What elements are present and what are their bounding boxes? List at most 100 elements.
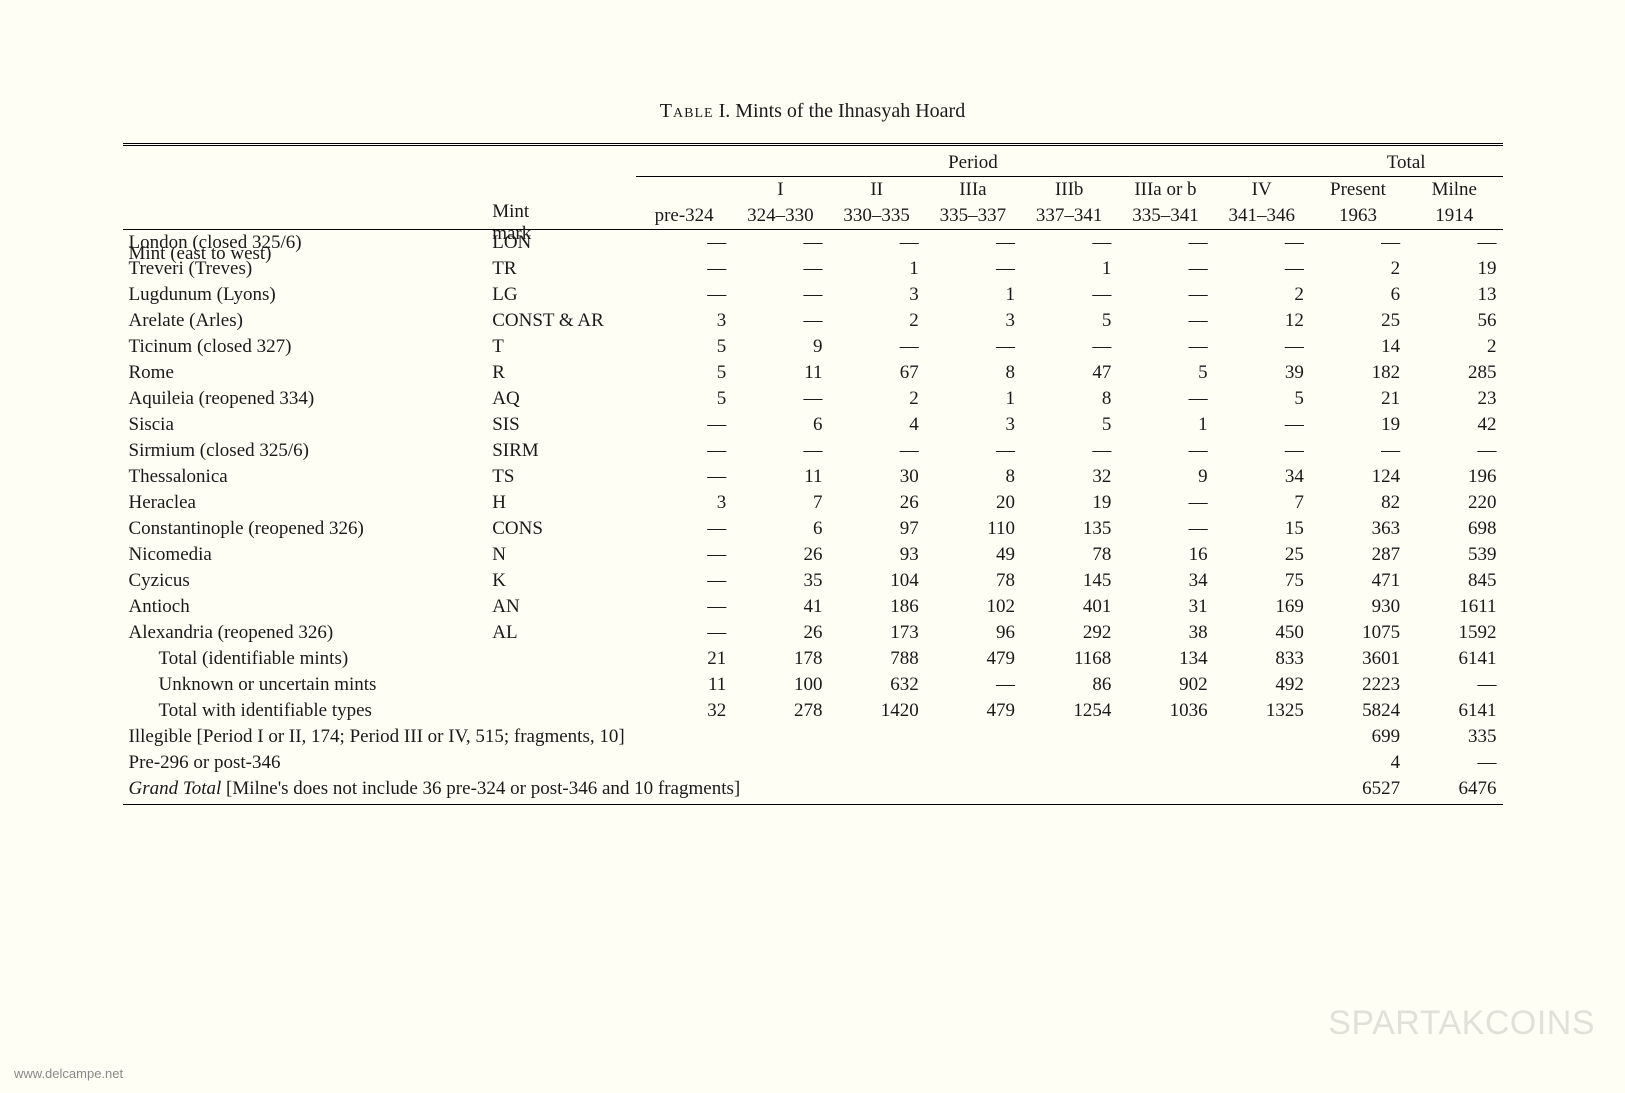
table-cell: — [1214, 230, 1310, 257]
period4-header: IV [1214, 177, 1310, 204]
table-cell: 169 [1214, 594, 1310, 620]
table-cell: 2 [1406, 334, 1502, 360]
present-header: Present [1310, 177, 1406, 204]
table-cell: 56 [1406, 308, 1502, 334]
table-cell: 75 [1214, 568, 1310, 594]
table-cell: 124 [1310, 464, 1406, 490]
table-cell: 135 [1021, 516, 1117, 542]
table-cell: — [1117, 308, 1213, 334]
table-cell: — [636, 230, 732, 257]
table-cell: Siscia [123, 412, 487, 438]
table-cell: 25 [1310, 308, 1406, 334]
table-cell: — [1310, 438, 1406, 464]
table-cell: — [636, 438, 732, 464]
table-cell: 14 [1310, 334, 1406, 360]
table-row: HeracleaH37262019—782220 [123, 490, 1503, 516]
span-row-label: Grand Total [Milne's does not include 36… [123, 776, 1310, 802]
table-cell: 287 [1310, 542, 1406, 568]
table-cell: — [1117, 256, 1213, 282]
table-cell: 31 [1117, 594, 1213, 620]
table-cell: 97 [829, 516, 925, 542]
table-cell: 902 [1117, 672, 1213, 698]
table-row: CyzicusK—35104781453475471845 [123, 568, 1503, 594]
span-row-label: Pre-296 or post-346 [123, 750, 1310, 776]
table-cell: 178 [732, 646, 828, 672]
span-row: Pre-296 or post-3464— [123, 750, 1503, 776]
table-cell: 930 [1310, 594, 1406, 620]
table-cell: 5 [1021, 308, 1117, 334]
table-cell: 104 [829, 568, 925, 594]
table-row: Alexandria (reopened 326)AL—261739629238… [123, 620, 1503, 646]
table-cell: Cyzicus [123, 568, 487, 594]
pre324-header: pre-324 [636, 203, 732, 230]
table-cell: — [1117, 334, 1213, 360]
table-cell: — [636, 464, 732, 490]
table-cell: 335 [1406, 724, 1502, 750]
table-row: ThessalonicaTS—1130832934124196 [123, 464, 1503, 490]
table-cell: 3 [925, 308, 1021, 334]
table-cell: 3 [636, 308, 732, 334]
table-cell: 278 [732, 698, 828, 724]
table-cell: — [1310, 230, 1406, 257]
table-cell: — [636, 594, 732, 620]
table-cell: — [732, 256, 828, 282]
table-cell: 20 [925, 490, 1021, 516]
table-cell: 25 [1214, 542, 1310, 568]
table-row: RomeR51167847539182285 [123, 360, 1503, 386]
table-row: Aquileia (reopened 334)AQ5—218—52123 [123, 386, 1503, 412]
table-cell: R [486, 360, 636, 386]
table-cell: 3 [829, 282, 925, 308]
table-cell: 41 [732, 594, 828, 620]
table-cell: TS [486, 464, 636, 490]
table-cell: — [1021, 334, 1117, 360]
table-cell: 479 [925, 646, 1021, 672]
table-cell: — [636, 620, 732, 646]
table-cell: 363 [1310, 516, 1406, 542]
table-cell: Unknown or uncertain mints [123, 672, 487, 698]
footer-url: www.delcampe.net [14, 1066, 123, 1081]
table-cell: 1420 [829, 698, 925, 724]
table-cell: 26 [732, 542, 828, 568]
table-cell: Arelate (Arles) [123, 308, 487, 334]
table-cell: — [1214, 412, 1310, 438]
subtotal-row: Total (identifiable mints)21178788479116… [123, 646, 1503, 672]
table-cell: N [486, 542, 636, 568]
table-cell: — [732, 308, 828, 334]
table-row: NicomediaN—269349781625287539 [123, 542, 1503, 568]
table-cell: 49 [925, 542, 1021, 568]
table-cell: 401 [1021, 594, 1117, 620]
table-cell: Constantinople (reopened 326) [123, 516, 487, 542]
table-cell: 833 [1214, 646, 1310, 672]
table-cell: Nicomedia [123, 542, 487, 568]
table-cell: 2 [1214, 282, 1310, 308]
table-cell: — [1117, 386, 1213, 412]
table-cell: 8 [925, 464, 1021, 490]
table-cell: — [1406, 750, 1502, 776]
period3b-header: IIIb [1021, 177, 1117, 204]
table-cell: — [636, 568, 732, 594]
table-cell: SIS [486, 412, 636, 438]
table-cell: 6 [1310, 282, 1406, 308]
table-cell: 12 [1214, 308, 1310, 334]
table-cell: 34 [1117, 568, 1213, 594]
table-cell: 47 [1021, 360, 1117, 386]
table-cell: — [732, 438, 828, 464]
period2-header: II [829, 177, 925, 204]
table-cell: 38 [1117, 620, 1213, 646]
table-cell: T [486, 334, 636, 360]
table-cell: LG [486, 282, 636, 308]
table-cell: 6 [732, 516, 828, 542]
table-cell: — [636, 516, 732, 542]
table-cell: 1075 [1310, 620, 1406, 646]
table-cell: 19 [1021, 490, 1117, 516]
table-cell: 8 [925, 360, 1021, 386]
table-cell: 539 [1406, 542, 1502, 568]
table-cell: 8 [1021, 386, 1117, 412]
table-cell: — [1117, 282, 1213, 308]
table-cell: — [829, 230, 925, 257]
table-cell: 1168 [1021, 646, 1117, 672]
table-cell: — [1214, 334, 1310, 360]
table-cell: — [1406, 438, 1502, 464]
table-cell: 5 [1117, 360, 1213, 386]
table-cell: 5 [636, 360, 732, 386]
